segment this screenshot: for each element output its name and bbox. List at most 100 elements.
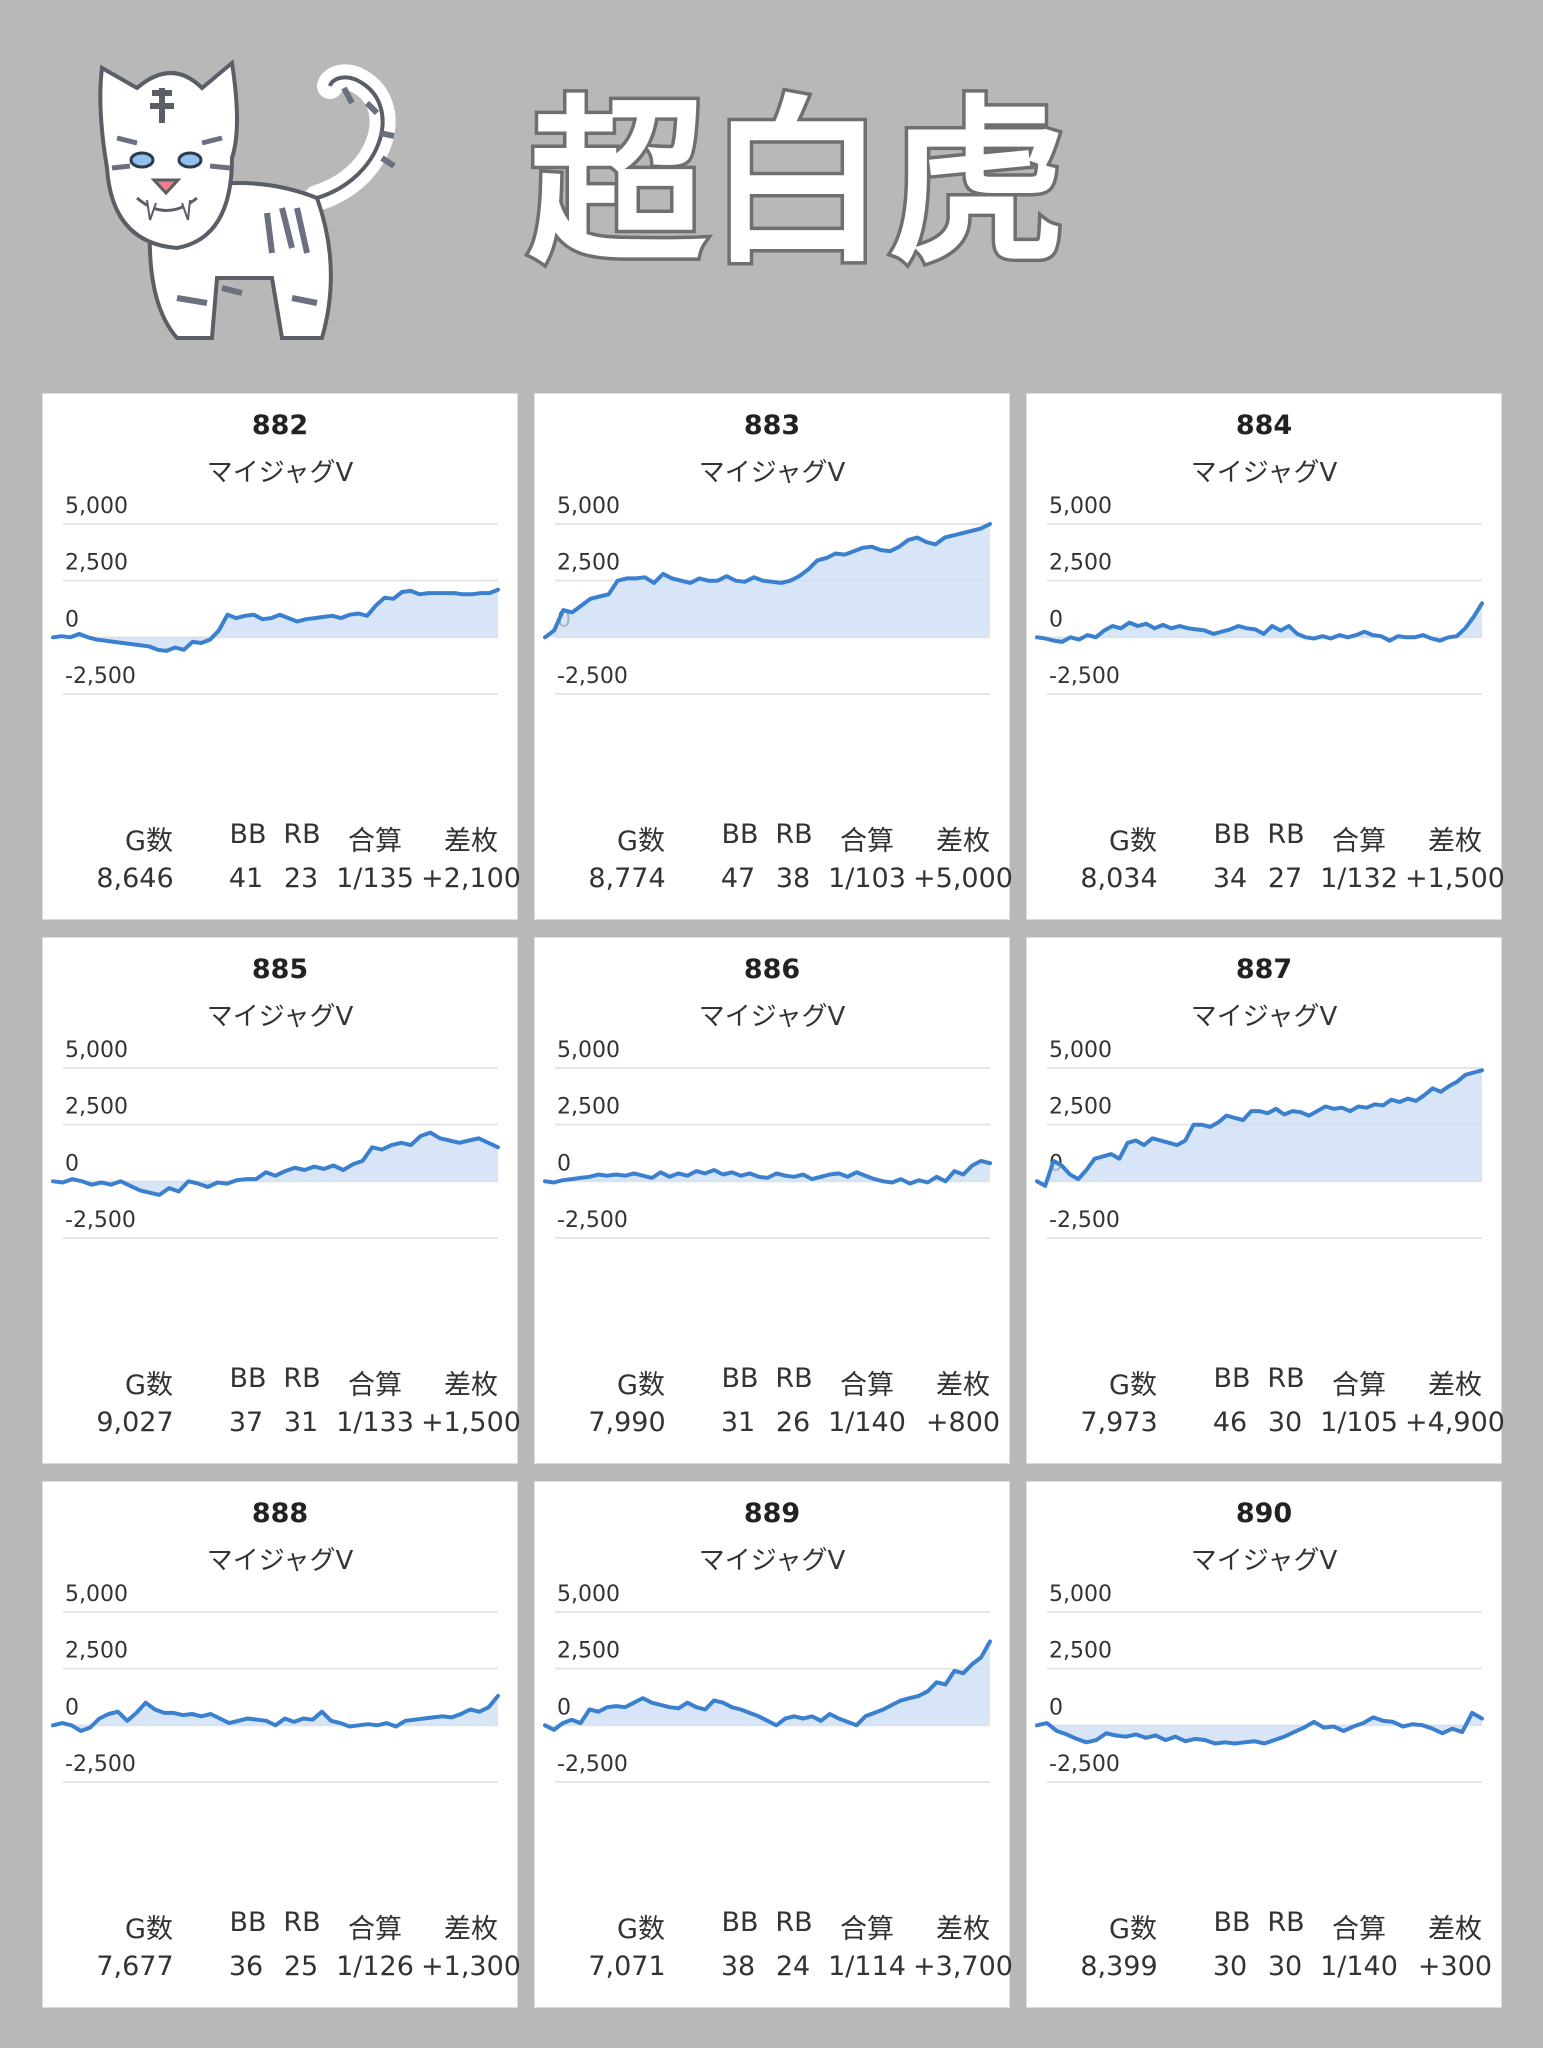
stat-header: BB: [1213, 1363, 1251, 1394]
y-tick-label: 2,500: [65, 1639, 128, 1664]
stat-value: 38: [720, 1951, 756, 1982]
stat-header: 合算: [1332, 1914, 1386, 1945]
stat-header: 差枚: [444, 826, 498, 857]
y-tick-label: 0: [65, 1151, 79, 1176]
stat-value: +4,900: [1405, 1407, 1505, 1438]
series-line: [1035, 1710, 1484, 1746]
stats-value-row: 8,774 47 38 1/103 +5,000: [535, 863, 1013, 897]
stat-value: 1/140: [1320, 1951, 1398, 1982]
stat-header: BB: [229, 819, 267, 850]
series-area: [1037, 1712, 1482, 1744]
machine-number: 888: [251, 1498, 309, 1529]
series-line: [51, 1693, 500, 1733]
machine-number: 889: [743, 1498, 801, 1529]
stats-header-row: G数 BB RB 合算 差枚: [1027, 1363, 1501, 1401]
stat-value: 8,399: [1080, 1951, 1158, 1982]
stat-value: 24: [775, 1951, 811, 1982]
y-tick-label: -2,500: [557, 1208, 628, 1233]
stat-header: 合算: [1332, 826, 1386, 857]
stat-header: 合算: [348, 1370, 402, 1401]
stat-value: 7,973: [1080, 1407, 1158, 1438]
stat-value: +1,500: [1405, 863, 1505, 894]
stat-value: 30: [1267, 1951, 1303, 1982]
y-tick-label: 2,500: [65, 551, 128, 576]
y-tick-label: -2,500: [65, 1752, 136, 1777]
stats-value-row: 7,071 38 24 1/114 +3,700: [535, 1951, 1013, 1985]
page-title: 超白虎: [525, 80, 1070, 287]
stat-header: 差枚: [936, 826, 990, 857]
stat-value: 8,034: [1080, 863, 1158, 894]
y-tick-label: 0: [65, 607, 79, 632]
series-area: [53, 1132, 498, 1195]
y-tick-label: 5,000: [65, 494, 128, 519]
stat-header: BB: [1213, 819, 1251, 850]
series-area: [1037, 1070, 1482, 1186]
stat-value: +800: [925, 1407, 1001, 1438]
stat-header: RB: [775, 819, 813, 850]
series-area: [1037, 603, 1482, 642]
stat-header: G数: [125, 1370, 173, 1401]
y-tick-label: 0: [1049, 1695, 1063, 1720]
series-line: [543, 1158, 992, 1186]
stat-header: BB: [1213, 1907, 1251, 1938]
y-tick-label: 0: [557, 1151, 571, 1176]
stat-value: +1,500: [421, 1407, 521, 1438]
stat-header: RB: [283, 1907, 321, 1938]
stat-header: BB: [721, 1907, 759, 1938]
y-tick-label: 5,000: [557, 1582, 620, 1607]
machine-model: マイジャグV: [1190, 458, 1338, 488]
stat-header: BB: [721, 1363, 759, 1394]
header: 超白虎: [0, 0, 1543, 380]
machine-grid: 882 マイジャグV 5,000 2,500 0 -2,500 G数 BB RB 合算 差枚 8,64…: [42, 393, 1505, 2008]
machine-card: 884 マイジャグV 5,000 2,500 0 -2,500 G数 BB RB 合算 差枚 8,03…: [1026, 393, 1505, 920]
stats-value-row: 7,677 36 25 1/126 +1,300: [43, 1951, 521, 1985]
machine-card: 889 マイジャグV 5,000 2,500 0 -2,500 G数 BB RB 合算 差枚 7,07…: [534, 1481, 1013, 2008]
stat-header: 差枚: [936, 1914, 990, 1945]
stat-value: 8,774: [588, 863, 666, 894]
y-tick-label: -2,500: [557, 1752, 628, 1777]
machine-number: 882: [251, 410, 309, 441]
machine-model: マイジャグV: [1190, 1546, 1338, 1576]
machine-card: 885 マイジャグV 5,000 2,500 0 -2,500 G数 BB RB 合算 差枚 9,02…: [42, 937, 521, 1464]
stat-value: 34: [1212, 863, 1248, 894]
stat-value: 38: [775, 863, 811, 894]
y-tick-label: 5,000: [557, 1038, 620, 1063]
y-tick-label: 2,500: [557, 1095, 620, 1120]
series-area: [545, 524, 990, 638]
machine-card: 888 マイジャグV 5,000 2,500 0 -2,500 G数 BB RB 合算 差枚 7,67…: [42, 1481, 521, 2008]
stat-value: 25: [283, 1951, 319, 1982]
series-area: [53, 1695, 498, 1731]
stat-value: 31: [720, 1407, 756, 1438]
y-tick-label: -2,500: [1049, 1208, 1120, 1233]
stat-header: 差枚: [1428, 1914, 1482, 1945]
machine-number: 883: [743, 410, 801, 441]
stat-value: 8,646: [96, 863, 174, 894]
stat-header: BB: [229, 1907, 267, 1938]
machine-card: 890 マイジャグV 5,000 2,500 0 -2,500 G数 BB RB 合算 差枚 8,39…: [1026, 1481, 1502, 2008]
stat-value: +300: [1417, 1951, 1493, 1982]
stat-header: G数: [1109, 826, 1157, 857]
y-tick-label: 5,000: [557, 494, 620, 519]
stats-value-row: 9,027 37 31 1/133 +1,500: [43, 1407, 521, 1441]
y-tick-label: 5,000: [65, 1582, 128, 1607]
y-tick-label: 5,000: [1049, 1038, 1112, 1063]
machine-number: 885: [251, 954, 309, 985]
y-tick-label: 2,500: [1049, 1095, 1112, 1120]
y-tick-label: -2,500: [65, 664, 136, 689]
stat-value: 30: [1267, 1407, 1303, 1438]
stat-header: 差枚: [444, 1370, 498, 1401]
stat-value: 1/140: [828, 1407, 906, 1438]
stat-header: RB: [283, 1363, 321, 1394]
series-line: [543, 522, 992, 640]
stat-header: 差枚: [1428, 1370, 1482, 1401]
series-area: [53, 589, 498, 651]
stats-value-row: 7,990 31 26 1/140 +800: [535, 1407, 1009, 1441]
stats-value-row: 8,646 41 23 1/135 +2,100: [43, 863, 521, 897]
stat-header: G数: [1109, 1914, 1157, 1945]
series-line: [1035, 1068, 1484, 1188]
stat-header: RB: [1267, 1363, 1305, 1394]
stat-value: 9,027: [96, 1407, 174, 1438]
machine-model: マイジャグV: [698, 1002, 846, 1032]
